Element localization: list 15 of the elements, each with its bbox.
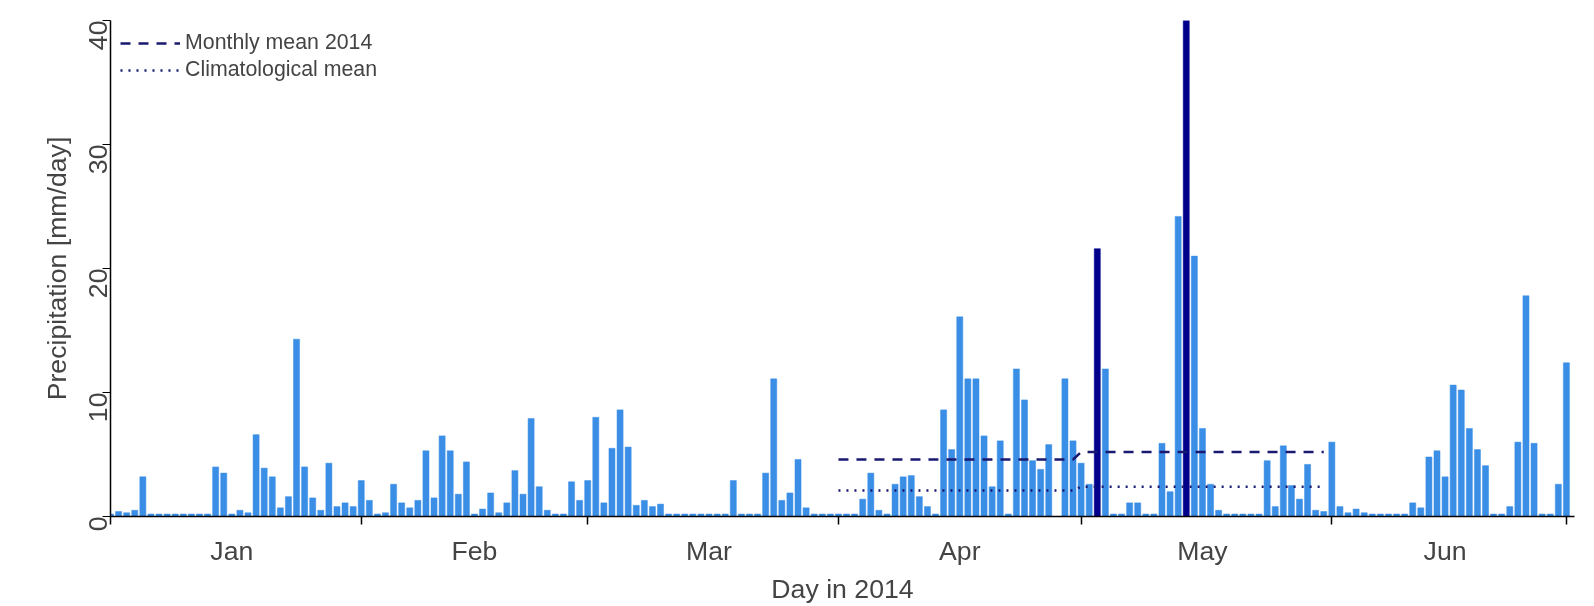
legend-label: Climatological mean (185, 57, 378, 82)
x-tick-label: Mar (686, 535, 733, 566)
x-tick-label: Jun (1423, 535, 1467, 566)
y-tick-label: 40 (82, 20, 113, 51)
legend-label: Monthly mean 2014 (185, 30, 373, 55)
x-tick-label: Jan (210, 535, 254, 566)
x-tick-label: Apr (939, 535, 981, 566)
y-tick-label: 10 (82, 392, 113, 423)
x-tick-label: Feb (451, 535, 498, 566)
x-tick-label: May (1177, 535, 1229, 566)
x-axis-title: Day in 2014 (771, 573, 914, 604)
y-tick-label: 30 (82, 144, 113, 175)
y-tick-label: 20 (82, 268, 113, 299)
y-axis-title: Precipitation [mm/day] (41, 136, 72, 401)
y-tick-label: 0 (82, 516, 113, 532)
